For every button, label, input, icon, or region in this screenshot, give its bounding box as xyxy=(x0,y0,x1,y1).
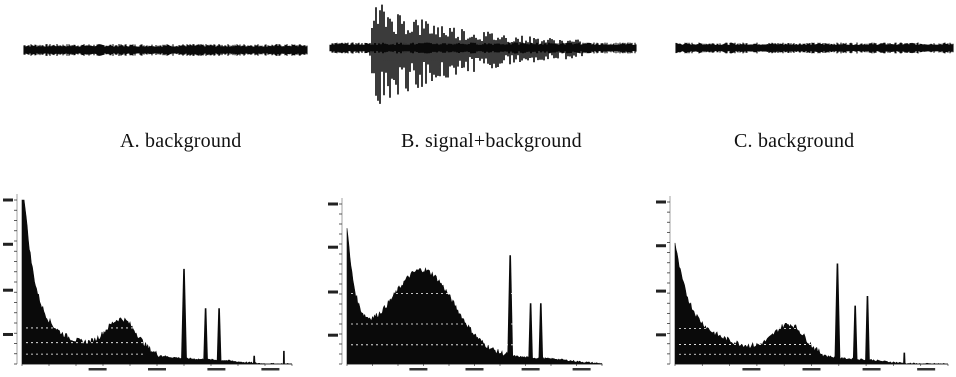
caption-a: A. background xyxy=(120,130,242,152)
spectrum-peak xyxy=(903,352,906,364)
spectrum-c xyxy=(656,196,949,371)
spectrum-peak xyxy=(282,350,285,364)
noise-trace xyxy=(23,44,308,56)
spectrum-peak xyxy=(538,303,544,364)
spectrum-peak xyxy=(216,308,222,364)
spectrum-b xyxy=(328,198,603,371)
spectrum-peak xyxy=(507,255,514,364)
spectrum-peak xyxy=(203,308,208,364)
spectrum-profile xyxy=(346,228,603,365)
spectrum-peak xyxy=(865,295,870,364)
spectrum-profile xyxy=(21,199,293,365)
spectrum-peak xyxy=(834,263,841,364)
waveform-c xyxy=(675,42,954,54)
noise-trace xyxy=(675,42,954,54)
waveform-b xyxy=(329,4,637,104)
spectrum-profile xyxy=(674,242,948,365)
spectrum-peak xyxy=(181,268,187,364)
caption-c: C. background xyxy=(734,130,855,152)
spectrum-peak xyxy=(528,303,533,364)
spectrum-a xyxy=(3,194,293,371)
spectrum-peak xyxy=(852,305,858,364)
spectrum-peak xyxy=(253,355,256,364)
spectrum-axis xyxy=(3,194,293,371)
signal-trace xyxy=(367,4,583,104)
waveform-a xyxy=(23,44,308,56)
caption-b: B. signal+background xyxy=(401,130,582,152)
spectrum-axis xyxy=(656,196,949,371)
